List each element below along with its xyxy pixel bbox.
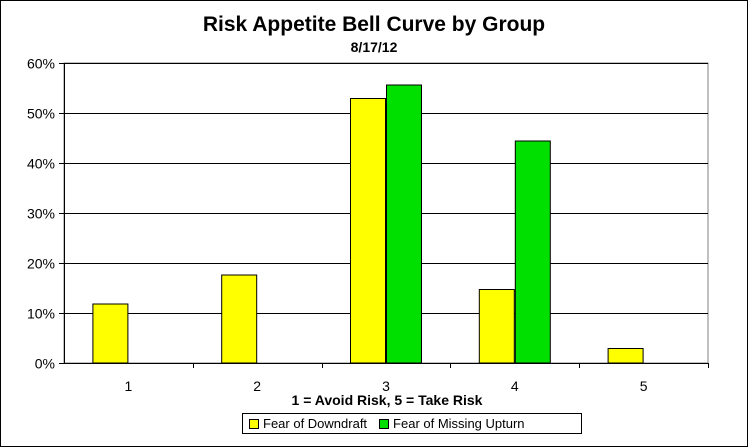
y-tick-label: 40% <box>27 156 55 172</box>
x-tick-label: 3 <box>382 378 390 394</box>
y-tick-label: 50% <box>27 106 55 122</box>
bar-downdraft <box>221 274 258 364</box>
legend-swatch-downdraft <box>249 418 259 429</box>
x-tick-label: 2 <box>253 378 261 394</box>
chart-subtitle: 8/17/12 <box>350 39 398 55</box>
legend: Fear of Downdraft Fear of Missing Upturn <box>242 413 582 434</box>
bar-downdraft <box>478 289 515 364</box>
y-tick-label: 60% <box>27 56 55 72</box>
bar-downdraft <box>607 348 644 364</box>
legend-swatch-upturn <box>379 418 390 429</box>
y-tick-label: 0% <box>35 356 55 372</box>
y-tick-label: 30% <box>27 206 55 222</box>
x-tick-label: 5 <box>640 378 648 394</box>
bar-downdraft <box>92 303 129 364</box>
y-tick-label: 10% <box>27 306 55 322</box>
x-tick-label: 1 <box>125 378 133 394</box>
x-tick-label: 4 <box>511 378 519 394</box>
y-tick-label: 20% <box>27 256 55 272</box>
legend-label-downdraft: Fear of Downdraft <box>263 416 368 431</box>
legend-item-downdraft: Fear of Downdraft <box>249 416 367 431</box>
x-axis-label: 1 = Avoid Risk, 5 = Take Risk <box>291 392 483 408</box>
bar-upturn <box>514 140 551 364</box>
bar-upturn <box>386 84 422 364</box>
legend-item-upturn: Fear of Missing Upturn <box>379 416 525 431</box>
bar-downdraft <box>350 98 386 364</box>
legend-label-upturn: Fear of Missing Upturn <box>393 416 525 431</box>
chart-title: Risk Appetite Bell Curve by Group <box>202 13 546 36</box>
